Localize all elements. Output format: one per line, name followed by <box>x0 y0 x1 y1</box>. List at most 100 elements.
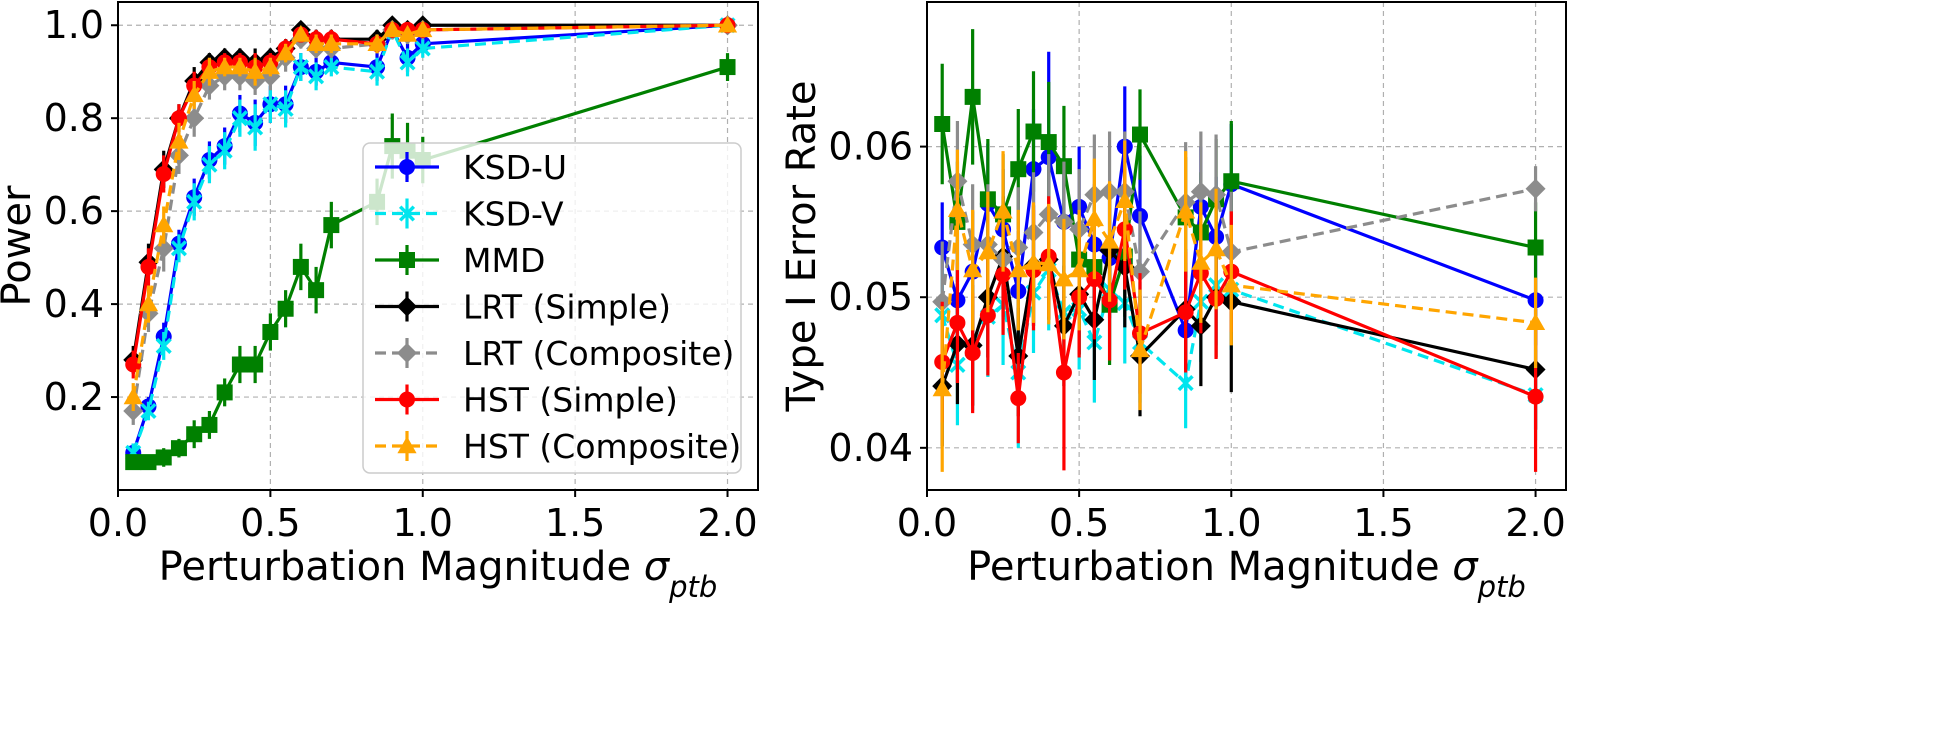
data-point <box>397 24 418 42</box>
data-point <box>964 88 981 105</box>
data-point <box>186 193 203 210</box>
data-point <box>231 110 248 127</box>
data-point <box>1010 161 1027 178</box>
data-point <box>323 217 340 234</box>
x-tick-label: 1.0 <box>1201 501 1261 545</box>
data-point <box>184 85 204 103</box>
data-point <box>1008 260 1028 278</box>
x-axis-label: Perturbation Magnitude σptb <box>159 544 718 604</box>
legend-label: KSD-U <box>463 148 567 187</box>
legend-label: MMD <box>463 241 545 280</box>
marker-stroke <box>170 240 187 257</box>
x-tick-label: 2.0 <box>1505 501 1565 545</box>
legend-item-hst-simple: HST (Simple) <box>375 381 678 420</box>
data-point <box>262 323 279 340</box>
data-point <box>306 34 326 52</box>
data-point <box>1527 388 1544 405</box>
data-point <box>367 34 387 52</box>
legend-frame <box>362 142 742 474</box>
series-line-hst-simple <box>940 227 1537 400</box>
y-axis-label: Type I Error Rate <box>779 80 825 412</box>
data-point <box>154 215 174 233</box>
data-point <box>291 24 311 42</box>
data-point <box>1527 239 1544 256</box>
x-tick-label: 1.0 <box>393 501 453 545</box>
data-point <box>1054 269 1074 287</box>
data-point <box>1177 375 1194 392</box>
x-tick-label: 0.0 <box>88 501 148 545</box>
legend-label: KSD-V <box>463 195 564 234</box>
x-tick-label: 1.5 <box>545 501 605 545</box>
data-point <box>170 110 187 127</box>
data-point <box>382 20 402 38</box>
marker-stroke <box>308 68 325 85</box>
data-point <box>216 384 233 401</box>
data-point <box>123 387 143 405</box>
data-point <box>201 416 218 433</box>
data-point <box>199 62 220 79</box>
data-point <box>934 116 951 132</box>
data-point <box>201 156 218 173</box>
data-point <box>1084 209 1104 227</box>
x-tick-label: 0.5 <box>240 501 300 545</box>
marker-stroke <box>398 205 416 222</box>
legend-marker <box>399 252 415 268</box>
data-point <box>1025 123 1042 140</box>
data-point <box>308 68 325 85</box>
marker-stroke <box>1177 375 1194 392</box>
axes-frame <box>926 1 1567 491</box>
data-point <box>140 258 157 275</box>
marker-stroke <box>399 54 416 71</box>
data-point <box>231 356 248 373</box>
data-point <box>155 449 172 466</box>
data-point <box>414 40 431 57</box>
data-point <box>140 454 157 471</box>
legend: KSD-U KSD-V MMD LRT (Simple) LRT (Composite)… <box>362 142 742 474</box>
marker-stroke <box>247 119 264 136</box>
legend-marker <box>399 391 415 408</box>
data-point <box>247 119 264 136</box>
y-tick-label: 0.6 <box>44 189 104 233</box>
data-point <box>260 57 280 75</box>
legend-label: HST (Composite) <box>463 427 741 466</box>
data-point <box>399 54 416 71</box>
legend-item-hst-composite: HST (Composite) <box>375 427 741 466</box>
data-point <box>717 15 738 33</box>
marker-stroke <box>277 100 294 117</box>
data-point <box>1221 275 1241 293</box>
x-tick-label: 1.5 <box>1353 501 1413 545</box>
data-point <box>1069 260 1089 278</box>
marker-stroke <box>231 110 248 127</box>
data-point <box>277 100 294 117</box>
data-point <box>169 131 189 149</box>
legend-item-ksd-v: KSD-V <box>375 195 564 234</box>
y-tick-label: 0.06 <box>828 125 913 169</box>
marker-stroke <box>186 193 203 210</box>
data-point <box>215 57 235 75</box>
data-point <box>186 426 203 443</box>
data-point <box>1130 340 1150 358</box>
data-point <box>1040 134 1057 151</box>
legend-item-ksd-u: KSD-U <box>375 148 567 187</box>
data-point <box>995 266 1012 283</box>
data-point <box>170 240 187 257</box>
data-point <box>963 260 983 278</box>
y-tick-label: 0.4 <box>44 282 104 326</box>
data-point <box>125 356 142 373</box>
data-point <box>1115 191 1135 209</box>
data-point <box>719 59 736 76</box>
data-point <box>277 300 294 317</box>
data-point <box>978 242 998 260</box>
legend-label: HST (Simple) <box>463 381 678 420</box>
data-point <box>308 282 325 299</box>
data-point <box>993 201 1013 219</box>
y-axis-label: Power <box>0 185 40 306</box>
data-point <box>323 59 340 76</box>
data-point <box>964 344 981 361</box>
data-point <box>276 43 296 61</box>
x-axis-label-sigma: σ <box>1452 544 1479 590</box>
data-point <box>949 314 966 331</box>
x-tick-label: 2.0 <box>697 501 757 545</box>
legend-marker <box>397 343 417 363</box>
legend-item-mmd: MMD <box>375 241 545 280</box>
